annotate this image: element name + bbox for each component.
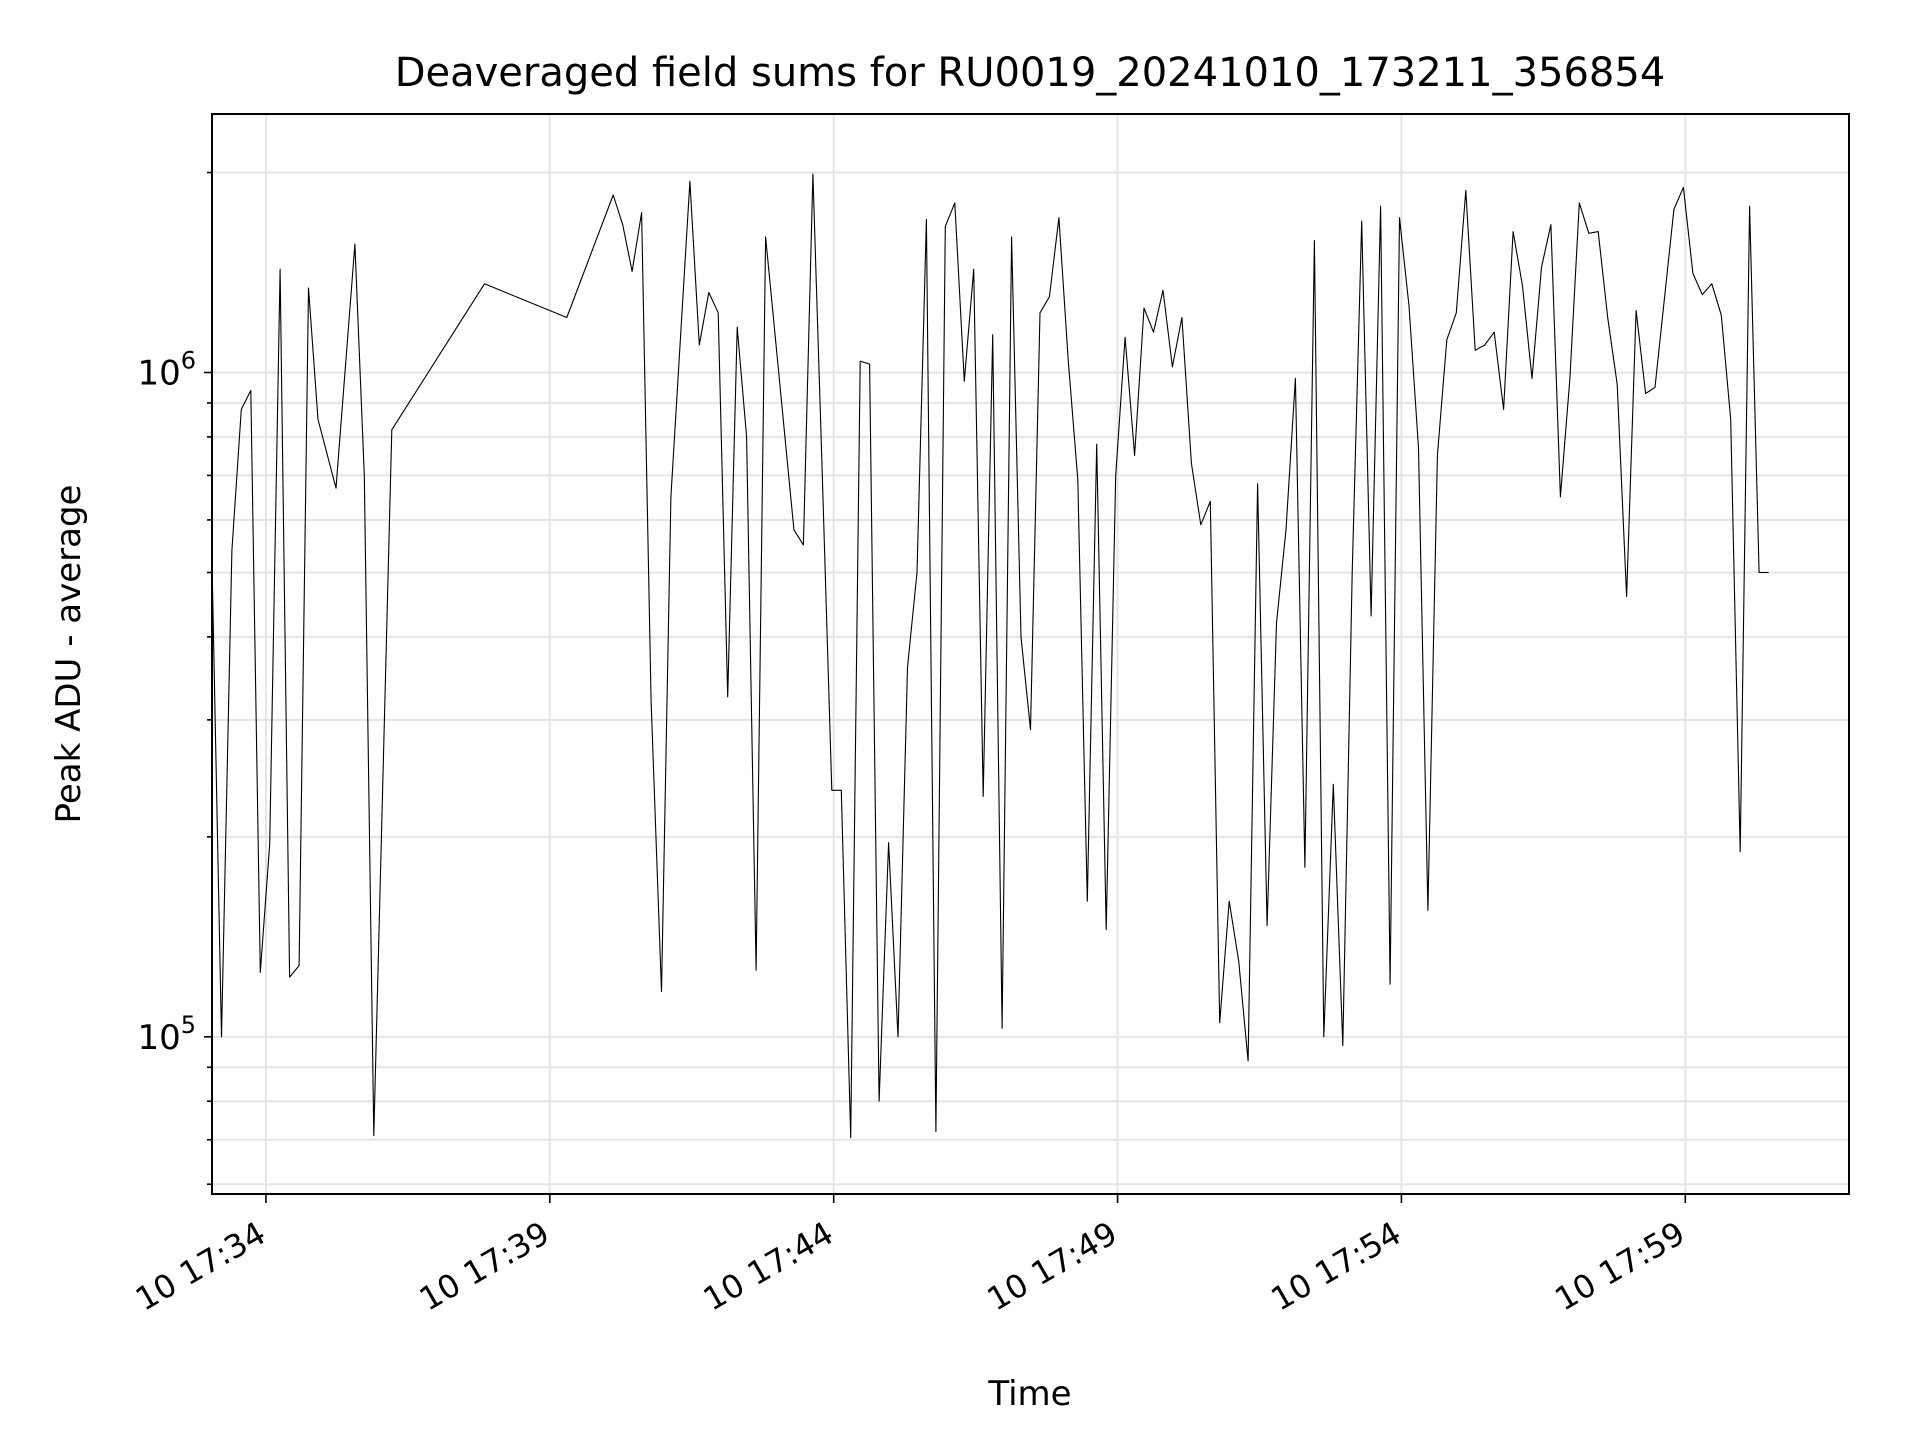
series-line	[211, 173, 1769, 1139]
plot-frame	[211, 113, 1850, 1195]
y-tick-label: 105	[137, 1011, 196, 1058]
y-tick-label-base: 10	[137, 354, 180, 394]
y-axis-label: Peak ADU - average	[49, 485, 89, 824]
y-tick-label-exponent: 6	[181, 347, 196, 375]
y-tick-label: 106	[137, 347, 196, 394]
grid	[212, 114, 1849, 1194]
chart-title: Deaveraged field sums for RU0019_2024101…	[395, 50, 1666, 96]
y-tick-label-exponent: 5	[181, 1011, 196, 1039]
x-axis-label: Time	[987, 1374, 1071, 1414]
y-tick-label-base: 10	[137, 1018, 180, 1058]
